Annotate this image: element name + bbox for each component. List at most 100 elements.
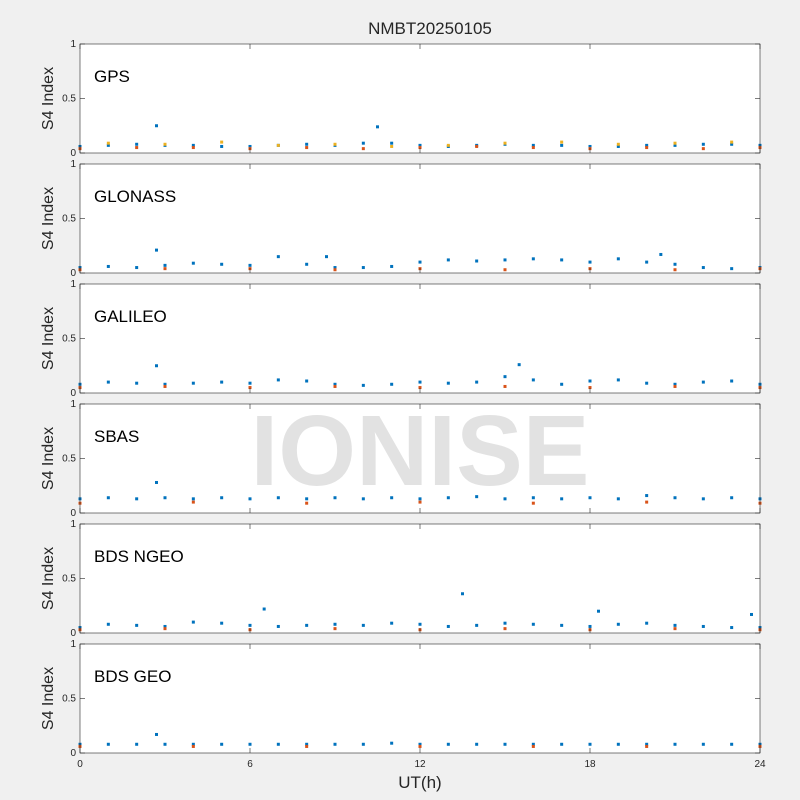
y-axis-label: S4 Index [40,427,57,490]
y-axis-label: S4 Index [40,547,57,610]
data-point [673,496,677,500]
data-point [248,263,252,267]
y-tick-label: 0 [70,628,76,639]
data-point [701,142,705,146]
data-point [305,146,309,150]
data-point [645,742,649,746]
data-point [305,379,309,383]
data-point [191,261,195,265]
panel-plot-area [80,44,760,153]
data-point [163,384,167,388]
data-point [673,141,677,145]
data-point [503,621,507,625]
data-point [325,255,328,259]
data-point [333,384,337,388]
data-point [305,501,309,505]
panel-label: BDS NGEO [94,547,184,566]
data-point [588,624,592,628]
data-point [220,621,224,625]
data-point [418,622,422,626]
panel-plot-area [80,524,760,633]
data-point [645,621,649,625]
data-point [560,623,564,627]
data-point [361,141,365,145]
data-point [645,500,649,504]
panel-plot-area [80,284,760,393]
data-point [418,143,422,147]
data-point [305,262,309,266]
data-point [418,380,422,384]
data-point [531,143,535,147]
data-point [305,497,309,501]
data-point [276,624,280,628]
data-point [673,262,677,266]
data-point [418,497,422,501]
data-point [560,742,564,746]
data-point [276,143,280,147]
data-point [155,480,158,484]
data-point [155,364,158,368]
data-point [701,742,705,746]
data-point [333,627,337,631]
data-point [597,609,600,613]
data-point [155,248,158,252]
data-point [248,386,252,390]
data-point [333,496,337,500]
data-point [390,741,394,745]
data-point [390,144,394,148]
y-tick-label: 0 [70,148,76,159]
y-tick-label: 0.5 [62,94,76,105]
panel-plot-area [80,644,760,753]
data-point [163,382,167,386]
data-point [220,742,224,746]
data-point [560,258,564,262]
data-point [248,497,252,501]
data-point [531,378,535,382]
data-point [446,624,450,628]
data-point [701,147,705,151]
data-point [220,262,224,266]
data-point [475,495,479,499]
data-point [276,378,280,382]
panel-label: GPS [94,67,130,86]
data-point [517,363,521,367]
data-point [645,143,649,147]
data-point [531,744,535,748]
y-tick-label: 0 [70,508,76,519]
data-point [418,146,422,150]
data-point [135,146,139,150]
data-point [503,375,507,379]
data-point [750,612,753,616]
data-point [503,141,507,145]
panel-label: GALILEO [94,307,167,326]
data-point [588,260,592,264]
data-point [361,497,365,501]
data-point [191,744,195,748]
data-point [673,742,677,746]
data-point [531,501,535,505]
series-1 [78,248,762,271]
data-point [163,627,167,631]
data-point [673,627,677,631]
data-point [475,623,479,627]
data-point [220,144,224,148]
data-point [418,260,422,264]
figure-title: NMBT20250105 [368,19,492,38]
y-tick-label: 1 [70,519,76,530]
panel-label: BDS GEO [94,667,171,686]
data-point [155,732,158,736]
data-point [673,623,677,627]
y-tick-label: 1 [70,159,76,170]
data-point [645,381,649,385]
data-point [701,266,705,270]
data-point [446,381,450,385]
y-axis-label: S4 Index [40,187,57,250]
series-1 [78,363,762,387]
data-point [701,624,705,628]
data-point [645,744,649,748]
data-point [616,497,620,501]
data-point [730,267,734,271]
data-point [446,742,450,746]
data-point [588,379,592,383]
y-axis-label: S4 Index [40,67,57,130]
